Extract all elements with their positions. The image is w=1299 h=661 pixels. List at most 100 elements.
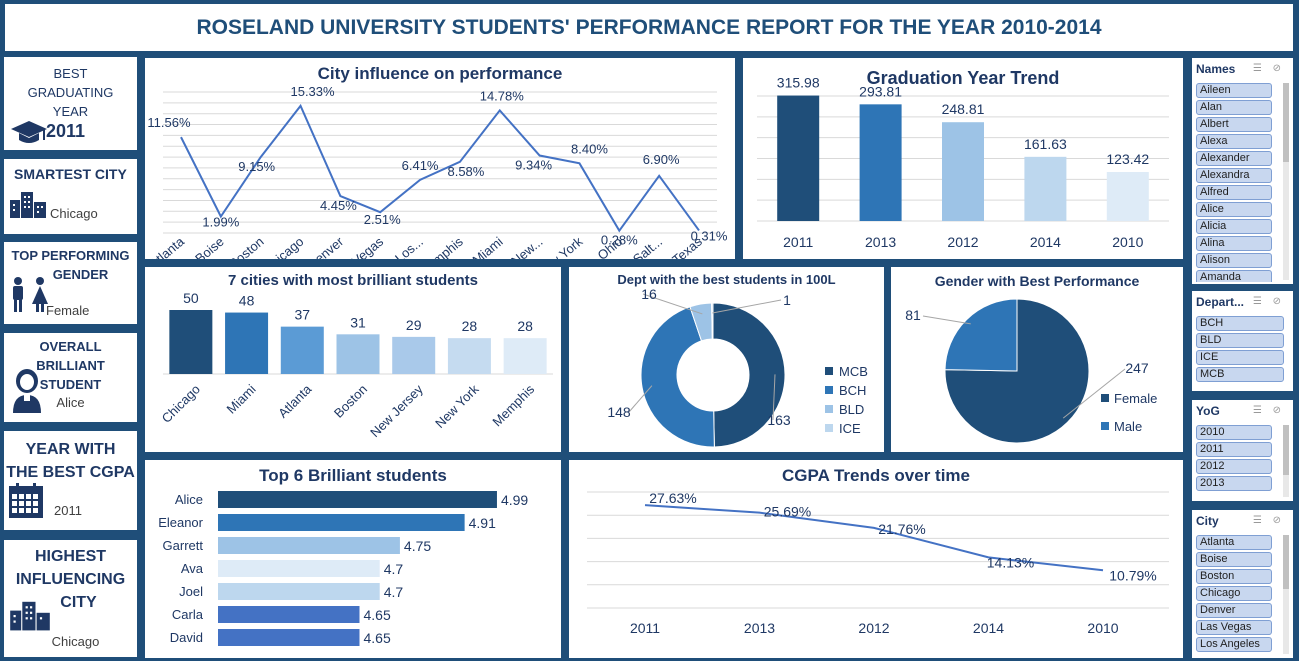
y-tick-label: Carla [172,607,204,622]
slicer-city-header: City [1196,514,1219,528]
slicer-item[interactable]: ICE [1196,350,1284,365]
data-label: 4.65 [364,630,391,646]
pie-slice [944,298,1018,372]
kpi-top-gender-value: Female [46,303,90,318]
slicer-item[interactable]: Alicia [1196,219,1272,234]
grad-year-chart: 315.98 2011 293.81 2013 248.81 2012 161.63 2014… [757,75,1169,250]
bar [336,334,380,374]
slicer-item[interactable]: Boston [1196,569,1272,584]
leader-line [922,315,971,325]
slicer-dept-filter-icon[interactable]: ☰ ⊘ [1252,296,1285,307]
slicer-item[interactable]: Alfred [1196,185,1272,200]
slicer-item[interactable]: 2012 [1196,459,1272,474]
bar [218,491,497,508]
bar [447,338,491,374]
slicer-item[interactable]: Alexandra [1196,168,1272,183]
bar [280,326,324,374]
report-title: ROSELAND UNIVERSITY STUDENTS' PERFORMANC… [5,4,1293,51]
kpi-best-year-value: 2011 [46,121,86,141]
y-tick-label: Ava [181,561,204,576]
data-label: 50 [183,290,199,306]
data-label: 0.31% [691,228,728,243]
x-tick-label: 2012 [858,620,889,636]
kpi-best-year-l2: GRADUATING [27,85,114,100]
slicer-item[interactable]: 2010 [1196,425,1272,440]
data-label: 14.78% [480,88,525,103]
slicer-item[interactable]: Los Angeles [1196,637,1272,652]
slicer-names-filter-icon[interactable]: ☰ ⊘ [1252,63,1285,74]
data-label: 28 [517,318,533,334]
legend-swatch [825,367,833,375]
legend-label: Female [1114,391,1157,406]
kpi-influence-l1: HIGHEST [34,548,107,565]
bar [169,310,213,374]
slicer-item[interactable]: Alexa [1196,134,1272,149]
bar [1106,171,1149,221]
x-tick-label: 2014 [1030,234,1061,250]
slicer-city-filter-icon[interactable]: ☰ ⊘ [1252,515,1285,526]
bar [859,104,902,221]
data-label: 4.91 [469,515,496,531]
slicer-item[interactable]: Denver [1196,603,1272,618]
legend-swatch [825,386,833,394]
kpi-top-gender-l1: TOP PERFORMING [11,248,130,263]
kpi-top-gender: TOP PERFORMING GENDER Female [4,242,137,324]
data-label: 15.33% [290,84,335,99]
x-tick-label: Atlanta [275,381,315,421]
slicer-names-header: Names [1196,62,1236,76]
slicer-item[interactable]: Boise [1196,552,1272,567]
x-tick-label: New Jersey [367,381,426,440]
slicer-item[interactable]: Alexander [1196,151,1272,166]
city-influence-chart: 11.56% Atlanta 1.99% Boise 9.15% Boston 15.33%… [146,84,728,284]
data-label: 31 [350,314,366,330]
slicer-item[interactable]: Alan [1196,100,1272,115]
legend-swatch [1101,422,1109,430]
data-label: 4.65 [364,607,391,623]
kpi-cgpa-l1: YEAR WITH [25,441,116,458]
slicer-yog-scrollbar[interactable] [1283,425,1289,497]
data-label: 161.63 [1024,136,1067,152]
legend-swatch [825,405,833,413]
slicer-item[interactable]: 2013 [1196,476,1272,491]
bar [218,537,400,554]
data-label: 315.98 [777,75,820,91]
slicer-item[interactable]: Amanda [1196,270,1272,282]
slicer-item[interactable]: Las Vegas [1196,620,1272,635]
slicer-item[interactable]: Chicago [1196,586,1272,601]
donut-slice [640,306,715,448]
slicer-names-items: Aileen Alan Albert Alexa Alexander Alexandra A… [1196,83,1279,282]
data-label: 6.41% [402,158,439,173]
data-label: 16 [641,286,657,302]
slicer-item[interactable]: BLD [1196,333,1284,348]
legend-label: MCB [839,364,868,379]
slicer-item[interactable]: Alison [1196,253,1272,268]
slicer-yog-filter-icon[interactable]: ☰ ⊘ [1252,405,1285,416]
slicer-item[interactable]: Aileen [1196,83,1272,98]
leader-line [712,299,782,314]
slicer-city-scrollbar[interactable] [1283,535,1289,654]
slicer-item[interactable]: Atlanta [1196,535,1272,550]
kpi-brilliant-l2: BRILLIANT [36,358,105,373]
gender-panel: Gender with Best Performance 247 Female 81… [891,267,1183,452]
y-tick-label: Alice [175,492,203,507]
legend-label: BCH [839,383,866,398]
data-label: 6.90% [643,152,680,167]
kpi-influence-l2: INFLUENCING [15,571,126,588]
slicer-names: Names ☰ ⊘ Aileen Alan Albert Alexa Alexander… [1192,58,1293,284]
bar [942,122,984,221]
slicer-names-scrollbar[interactable] [1283,83,1289,280]
kpi-smartest-city: SMARTEST CITY Chicago [4,159,137,234]
bar [218,560,380,577]
slicer-item[interactable]: Alina [1196,236,1272,251]
slicer-item[interactable]: BCH [1196,316,1284,331]
x-tick-label: Miami [469,234,505,259]
x-tick-label: Boston [226,234,267,259]
data-label: 29 [406,317,422,333]
slicer-item[interactable]: Albert [1196,117,1272,132]
leader-line [1062,368,1126,419]
kpi-best-year-l1: BEST [53,66,88,81]
slicer-item[interactable]: Alice [1196,202,1272,217]
slicer-item[interactable]: MCB [1196,367,1284,382]
slicer-item[interactable]: 2011 [1196,442,1272,457]
dept-panel: Dept with the best students in 100L 163 M… [569,267,884,452]
